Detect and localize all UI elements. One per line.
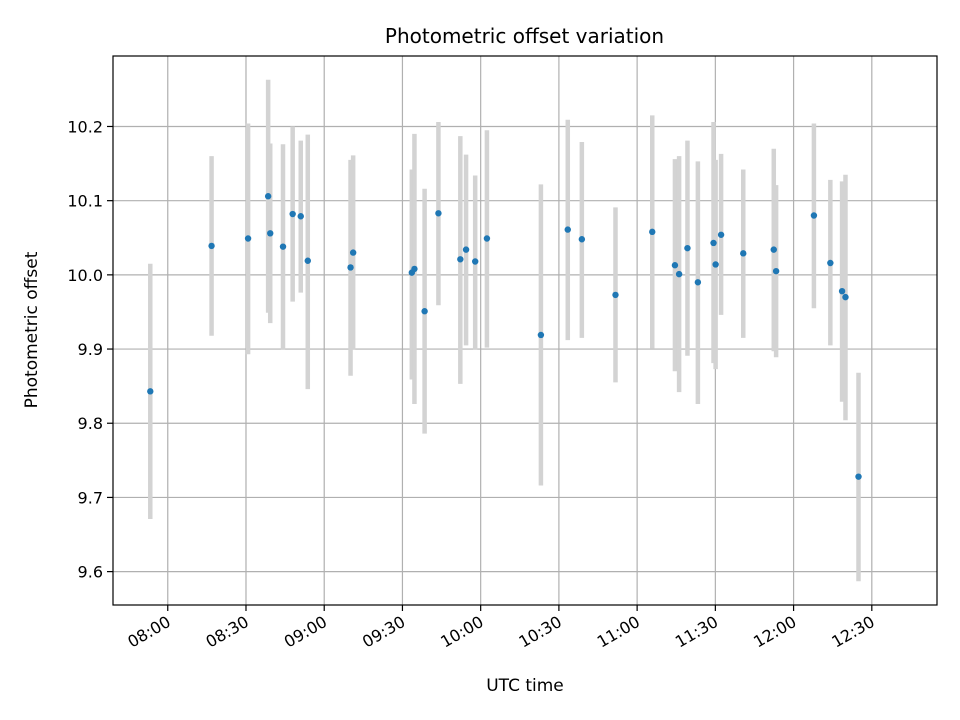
data-point bbox=[564, 226, 571, 233]
data-point bbox=[267, 230, 274, 237]
data-point bbox=[421, 308, 428, 315]
data-points bbox=[147, 193, 862, 480]
data-point bbox=[289, 210, 296, 218]
data-point bbox=[297, 213, 304, 220]
data-point bbox=[855, 473, 862, 480]
data-point bbox=[264, 193, 272, 200]
chart-title: Photometric offset variation bbox=[385, 24, 664, 48]
data-point bbox=[671, 262, 679, 269]
y-axis-ticks: 9.6 9.7 9.8 9.9 10.0 10.1 10.2 bbox=[67, 117, 113, 582]
data-point bbox=[347, 264, 354, 271]
data-point bbox=[578, 236, 586, 243]
y-tick-label: 9.9 bbox=[78, 340, 103, 359]
plot-frame bbox=[112, 55, 938, 606]
data-point bbox=[649, 228, 656, 236]
data-point bbox=[411, 265, 418, 273]
data-point bbox=[838, 287, 846, 295]
plot-area bbox=[113, 56, 937, 605]
y-tick-label: 9.8 bbox=[78, 414, 103, 433]
data-point bbox=[827, 259, 834, 267]
data-point bbox=[147, 388, 154, 395]
data-point bbox=[279, 243, 287, 250]
data-point bbox=[694, 279, 702, 286]
data-point bbox=[612, 291, 619, 299]
data-point bbox=[435, 210, 442, 217]
x-axis-label: UTC time bbox=[486, 676, 564, 696]
data-point bbox=[675, 270, 683, 278]
data-point bbox=[244, 235, 252, 242]
y-tick-label: 9.6 bbox=[78, 563, 103, 582]
data-point bbox=[349, 249, 357, 256]
data-point bbox=[208, 242, 215, 250]
data-point bbox=[304, 257, 311, 264]
data-point bbox=[483, 235, 491, 242]
data-point bbox=[471, 258, 479, 265]
data-point bbox=[810, 212, 818, 219]
data-point bbox=[710, 239, 717, 247]
data-point bbox=[740, 250, 747, 257]
data-point bbox=[462, 246, 470, 253]
data-point bbox=[537, 331, 545, 339]
data-point bbox=[770, 246, 777, 253]
y-tick-label: 10.2 bbox=[67, 117, 103, 136]
data-point bbox=[684, 244, 691, 252]
y-tick-label: 10.1 bbox=[67, 192, 103, 211]
data-point bbox=[842, 293, 849, 301]
data-point bbox=[717, 231, 725, 238]
data-point bbox=[712, 261, 719, 268]
y-axis-label: Photometric offset bbox=[22, 251, 42, 408]
y-tick-label: 9.7 bbox=[78, 488, 103, 507]
y-tick-label: 10.0 bbox=[67, 266, 103, 285]
data-point bbox=[457, 256, 464, 263]
data-point bbox=[772, 267, 780, 275]
